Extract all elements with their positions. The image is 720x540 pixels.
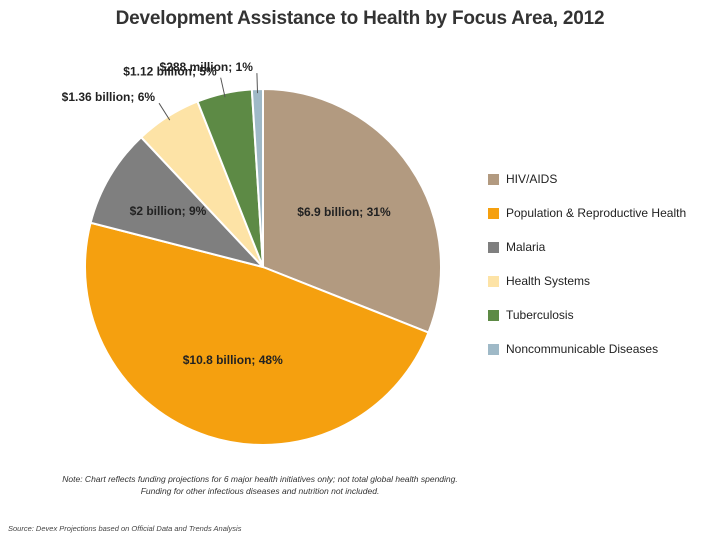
slice-label-health-systems: $1.36 billion; 6% bbox=[62, 90, 156, 104]
chart-note: Note: Chart reflects funding projections… bbox=[62, 474, 458, 496]
legend-item-malaria: Malaria bbox=[488, 230, 686, 264]
legend-swatch bbox=[488, 343, 499, 355]
slice-label-population-reproductive-health: $10.8 billion; 48% bbox=[183, 353, 283, 367]
legend-swatch bbox=[488, 275, 499, 287]
legend-item-population-reproductive-health: Population & Reproductive Health bbox=[488, 196, 686, 230]
slice-label-malaria: $2 billion; 9% bbox=[130, 204, 207, 218]
leader-line-noncommunicable-diseases bbox=[256, 73, 259, 94]
legend-label: Health Systems bbox=[506, 274, 591, 288]
legend-item-tuberculosis: Tuberculosis bbox=[488, 298, 686, 332]
legend-label: Malaria bbox=[506, 240, 546, 254]
legend-item-noncommunicable-diseases: Noncommunicable Diseases bbox=[488, 332, 686, 366]
legend-swatch bbox=[488, 241, 499, 253]
legend: HIV/AIDS Population & Reproductive Health… bbox=[488, 162, 686, 366]
chart-source: Source: Devex Projections based on Offic… bbox=[8, 524, 242, 533]
slice-label-hiv-aids: $6.9 billion; 31% bbox=[297, 205, 391, 219]
legend-label: Tuberculosis bbox=[506, 308, 574, 322]
pie-slice-population-reproductive-health bbox=[84, 221, 430, 446]
leader-line-tuberculosis bbox=[220, 77, 226, 98]
pie-slice-malaria bbox=[89, 135, 267, 269]
legend-label: HIV/AIDS bbox=[506, 172, 558, 186]
pie-slice-hiv-aids bbox=[262, 87, 442, 334]
slice-label-noncommunicable-diseases: $288 million; 1% bbox=[160, 60, 254, 74]
legend-swatch bbox=[488, 207, 499, 219]
legend-label: Noncommunicable Diseases bbox=[506, 342, 659, 356]
legend-item-hiv-aids: HIV/AIDS bbox=[488, 162, 686, 196]
slice-label-tuberculosis: $1.12 billion; 5% bbox=[123, 65, 217, 79]
legend-swatch bbox=[488, 173, 499, 185]
legend-label: Population & Reproductive Health bbox=[506, 206, 687, 220]
legend-swatch bbox=[488, 309, 499, 321]
chart-title: Development Assistance to Health by Focu… bbox=[115, 8, 605, 29]
legend-item-health-systems: Health Systems bbox=[488, 264, 686, 298]
leader-line-health-systems bbox=[158, 102, 171, 121]
